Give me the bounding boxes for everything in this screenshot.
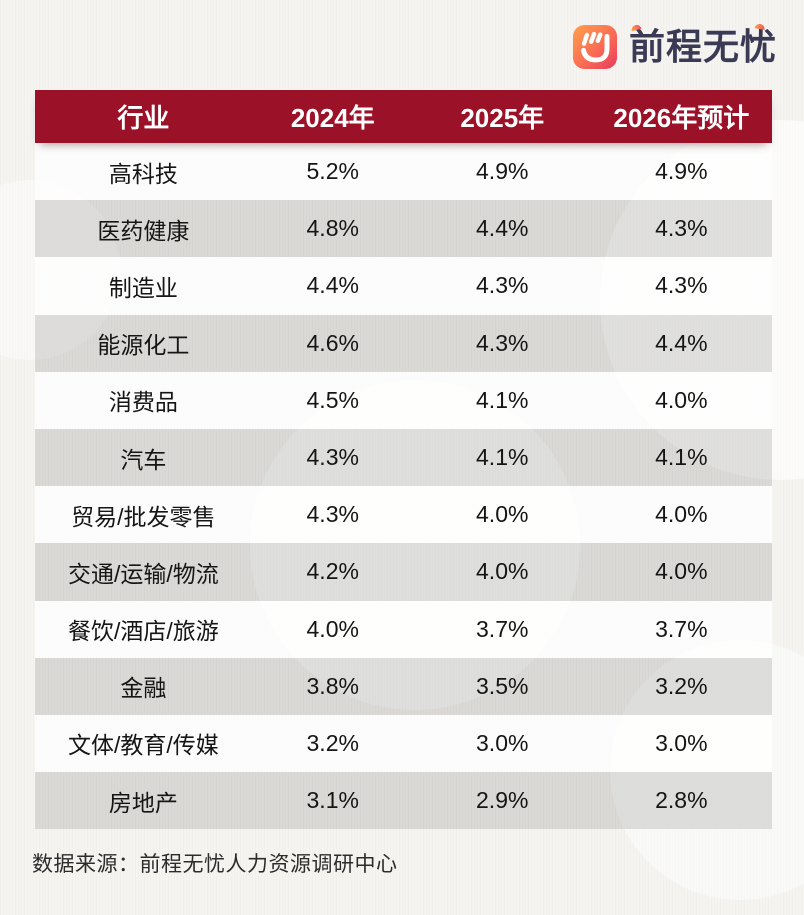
value-cell: 4.3% [655, 272, 708, 299]
industry-cell: 贸易/批发零售 [71, 503, 216, 530]
industry-cell: 能源化工 [97, 332, 190, 359]
hand-smile-icon [572, 24, 618, 70]
industry-cell: 餐饮/酒店/旅游 [67, 618, 219, 645]
value-cell: 3.0% [655, 729, 708, 756]
value-cell: 4.8% [306, 215, 359, 242]
header-cell-industry: 行业 [117, 103, 170, 133]
table-header-row: 行业 2024年 2025年 2026年预计 [35, 90, 772, 143]
logo-text: 前程无忧 [628, 23, 777, 70]
value-cell: 3.7% [655, 615, 708, 642]
table-row: 能源化工 4.6% 4.3% 4.4% [35, 314, 772, 372]
value-cell: 2.9% [476, 787, 529, 814]
table-row: 文体/教育/传媒 3.2% 3.0% 3.0% [35, 714, 772, 773]
value-cell: 3.2% [655, 672, 708, 699]
value-cell: 4.6% [306, 329, 359, 356]
value-cell: 2.8% [655, 787, 708, 814]
table-row: 贸易/批发零售 4.3% 4.0% 4.0% [35, 486, 772, 544]
table-row: 制造业 4.4% 4.3% 4.3% [35, 257, 772, 315]
value-cell: 4.9% [476, 158, 529, 185]
table-row: 医药健康 4.8% 4.4% 4.3% [35, 200, 772, 258]
industry-cell: 文体/教育/传媒 [67, 732, 219, 759]
header-cell-2026-forecast: 2026年预计 [613, 103, 750, 133]
value-cell: 4.9% [655, 158, 708, 185]
table-row: 交通/运输/物流 4.2% 4.0% 4.0% [35, 543, 772, 601]
value-cell: 4.4% [655, 329, 708, 356]
table-row: 金融 3.8% 3.5% 3.2% [35, 657, 772, 715]
table-row: 高科技 5.2% 4.9% 4.9% [35, 143, 772, 201]
value-cell: 4.4% [306, 272, 359, 299]
value-cell: 3.8% [306, 672, 359, 699]
value-cell: 4.1% [655, 444, 708, 471]
value-cell: 4.0% [655, 501, 708, 528]
value-cell: 4.5% [306, 386, 359, 413]
value-cell: 3.1% [306, 787, 359, 814]
value-cell: 4.3% [476, 272, 529, 299]
table-row: 房地产 3.1% 2.9% 2.8% [35, 772, 772, 830]
value-cell: 4.0% [476, 501, 529, 528]
value-cell: 4.0% [306, 615, 359, 642]
value-cell: 4.2% [306, 558, 359, 585]
salary-increase-table: 行业 2024年 2025年 2026年预计 高科技 5.2% 4.9% 4.9% 医药… [35, 90, 772, 830]
value-cell: 4.0% [655, 558, 708, 585]
value-cell: 4.3% [306, 444, 359, 471]
industry-cell: 交通/运输/物流 [67, 560, 219, 587]
industry-cell: 消费品 [108, 389, 178, 416]
table-body: 高科技 5.2% 4.9% 4.9% 医药健康 4.8% 4.4% 4.3% 制造业 4.4% 4.… [35, 143, 772, 830]
value-cell: 4.1% [476, 444, 529, 471]
industry-cell: 高科技 [108, 160, 178, 187]
value-cell: 3.7% [476, 615, 529, 642]
industry-cell: 制造业 [108, 274, 178, 301]
value-cell: 4.3% [655, 215, 708, 242]
logo-wordmark: 前程无忧 [628, 26, 777, 67]
table-row: 汽车 4.3% 4.1% 4.1% [35, 428, 772, 487]
data-source: 数据来源：前程无忧人力资源调研中心 [32, 853, 398, 876]
industry-cell: 金融 [120, 675, 167, 702]
table-row: 消费品 4.5% 4.1% 4.0% [35, 371, 772, 429]
value-cell: 4.3% [476, 329, 529, 356]
logo: 前程无忧 [572, 23, 777, 70]
industry-cell: 房地产 [108, 789, 178, 816]
industry-cell: 汽车 [120, 446, 167, 473]
table-row: 餐饮/酒店/旅游 4.0% 3.7% 3.7% [35, 600, 772, 658]
value-cell: 5.2% [306, 158, 359, 185]
value-cell: 3.0% [476, 729, 529, 756]
value-cell: 4.4% [476, 215, 529, 242]
value-cell: 4.3% [306, 501, 359, 528]
value-cell: 4.1% [476, 386, 529, 413]
value-cell: 3.2% [306, 729, 359, 756]
header-cell-2024: 2024年 [290, 103, 375, 133]
industry-cell: 医药健康 [97, 217, 190, 244]
value-cell: 4.0% [655, 386, 708, 413]
header-cell-2025: 2025年 [460, 103, 545, 133]
value-cell: 3.5% [476, 672, 529, 699]
value-cell: 4.0% [476, 558, 529, 585]
